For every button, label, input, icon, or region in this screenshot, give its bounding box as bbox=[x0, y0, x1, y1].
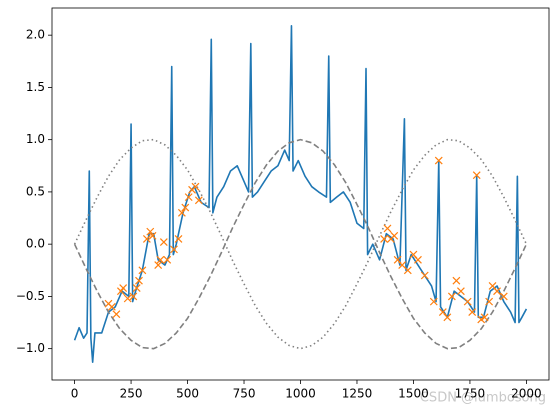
point-marker bbox=[420, 271, 429, 280]
point-marker bbox=[174, 235, 183, 243]
point-marker bbox=[472, 171, 481, 180]
point-marker bbox=[452, 276, 461, 285]
point-marker bbox=[463, 297, 472, 306]
series-line bbox=[73, 138, 528, 350]
point-marker bbox=[434, 156, 443, 165]
point-marker bbox=[123, 294, 132, 303]
point-marker bbox=[156, 255, 165, 264]
point-marker bbox=[181, 203, 190, 212]
y-tick-label: 0.0 bbox=[26, 237, 45, 251]
point-marker bbox=[383, 224, 392, 233]
point-marker bbox=[135, 276, 143, 285]
y-tick-label: 2.0 bbox=[26, 28, 45, 42]
x-tick-label: 750 bbox=[233, 387, 256, 401]
point-marker bbox=[132, 284, 141, 292]
point-marker bbox=[148, 231, 157, 240]
x-tick-label: 0 bbox=[71, 387, 79, 401]
point-marker bbox=[107, 302, 116, 311]
point-marker bbox=[447, 292, 456, 301]
y-tick-label: 0.5 bbox=[26, 184, 45, 198]
point-marker bbox=[480, 313, 489, 322]
point-marker bbox=[138, 266, 147, 275]
y-tick-label: 1.0 bbox=[26, 132, 45, 146]
point-marker bbox=[499, 292, 508, 301]
point-marker bbox=[194, 196, 203, 205]
point-marker bbox=[142, 235, 151, 243]
x-tick-label: 250 bbox=[120, 387, 143, 401]
x-tick-label: 1250 bbox=[342, 387, 373, 401]
x-tick-label: 1000 bbox=[285, 387, 316, 401]
point-marker bbox=[403, 266, 412, 275]
series-line bbox=[73, 24, 528, 364]
point-marker bbox=[119, 284, 128, 292]
point-marker bbox=[184, 193, 193, 202]
y-tick-label: 1.5 bbox=[26, 80, 45, 94]
point-marker bbox=[380, 235, 389, 243]
point-marker bbox=[468, 308, 477, 317]
point-marker bbox=[146, 227, 155, 236]
series-line bbox=[73, 138, 528, 350]
point-marker bbox=[112, 310, 121, 319]
point-marker bbox=[390, 231, 399, 240]
point-marker bbox=[177, 208, 186, 217]
watermark: CSDN @lumbosong bbox=[420, 391, 546, 406]
point-marker bbox=[170, 245, 178, 254]
y-tick-label: −1.0 bbox=[16, 341, 45, 355]
point-marker bbox=[129, 292, 138, 301]
x-tick-label: 1500 bbox=[398, 387, 429, 401]
x-tick-label: 500 bbox=[176, 387, 199, 401]
y-tick-label: −0.5 bbox=[16, 289, 45, 303]
point-marker bbox=[154, 261, 163, 269]
point-marker bbox=[191, 182, 200, 191]
point-marker bbox=[493, 287, 501, 296]
plot-frame bbox=[51, 7, 550, 381]
point-marker bbox=[485, 297, 494, 306]
x-tick-label: 2000 bbox=[511, 387, 542, 401]
point-marker bbox=[159, 238, 168, 246]
x-tick-label: 1750 bbox=[455, 387, 486, 401]
point-marker bbox=[163, 255, 172, 264]
point-marker bbox=[443, 313, 452, 322]
point-marker bbox=[414, 255, 422, 264]
point-marker bbox=[429, 297, 438, 306]
point-marker bbox=[456, 287, 465, 296]
